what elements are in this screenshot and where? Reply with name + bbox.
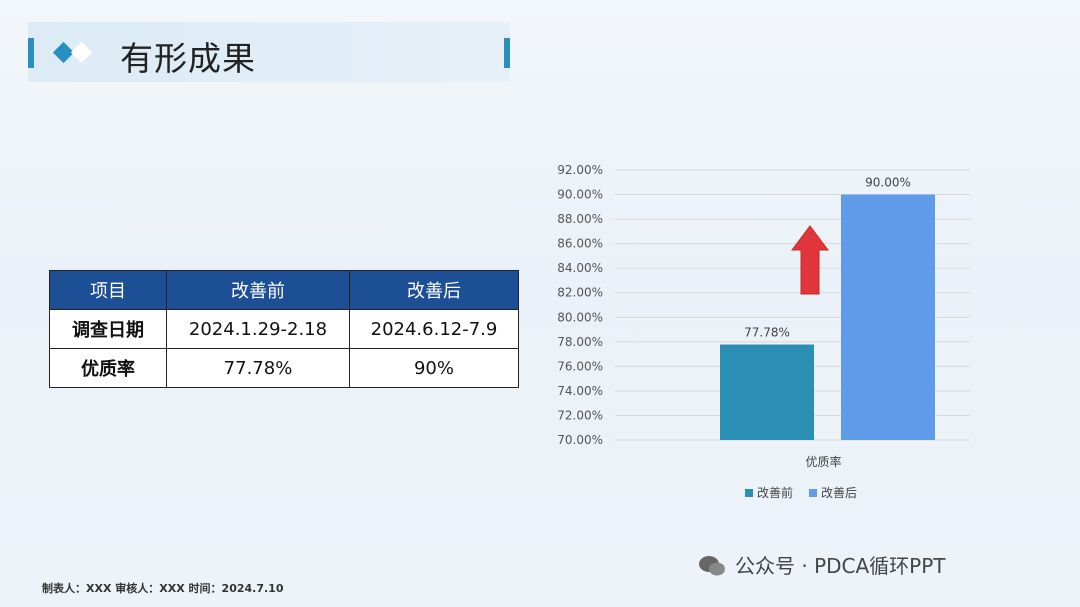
header-cell: 项目 xyxy=(49,270,167,310)
legend-label: 改善后 xyxy=(821,485,857,500)
y-tick-label: 90.00% xyxy=(557,188,603,202)
table-row: 优质率 77.78% 90% xyxy=(49,348,519,388)
legend-swatch xyxy=(809,489,817,497)
title-bar: 有形成果 xyxy=(28,22,510,82)
header-cell: 改善前 xyxy=(166,270,350,310)
footer-text: 制表人：XXX 审核人：XXX 时间：2024.7.10 xyxy=(42,582,284,595)
row-label: 优质率 xyxy=(49,348,167,388)
table-cell: 2024.6.12-7.9 xyxy=(349,309,519,349)
comparison-table: 项目 改善前 改善后 调查日期 2024.1.29-2.18 2024.6.12… xyxy=(49,270,519,388)
legend-label: 改善前 xyxy=(757,485,793,500)
bar-before xyxy=(720,344,814,440)
y-tick-label: 70.00% xyxy=(557,433,603,447)
y-tick-label: 78.00% xyxy=(557,335,603,349)
page-title: 有形成果 xyxy=(120,39,256,78)
y-tick-label: 82.00% xyxy=(557,286,603,300)
data-label: 77.78% xyxy=(744,326,790,340)
table-cell: 77.78% xyxy=(166,348,350,388)
y-tick-label: 80.00% xyxy=(557,310,603,324)
title-edge-left xyxy=(28,38,34,68)
wechat-icon xyxy=(699,556,725,576)
table-cell: 2024.1.29-2.18 xyxy=(166,309,350,349)
legend-swatch xyxy=(745,489,753,497)
bar-chart: 70.00% 72.00% 74.00% 76.00% 78.00% 80.00% 82.0… xyxy=(557,163,970,500)
title-edge-right xyxy=(504,38,510,68)
table-cell: 90% xyxy=(349,348,519,388)
header-cell: 改善后 xyxy=(349,270,519,310)
y-tick-label: 84.00% xyxy=(557,261,603,275)
row-label: 调查日期 xyxy=(49,309,167,349)
data-label: 90.00% xyxy=(865,176,911,190)
y-tick-label: 76.00% xyxy=(557,359,603,373)
table-row: 调查日期 2024.1.29-2.18 2024.6.12-7.9 xyxy=(49,309,519,349)
watermark-text: 公众号 · PDCA循环PPT xyxy=(735,554,946,578)
x-tick-label: 优质率 xyxy=(805,454,841,469)
diamond-icon xyxy=(70,41,93,64)
y-tick-label: 86.00% xyxy=(557,237,603,251)
y-tick-label: 74.00% xyxy=(557,384,603,398)
table-header-row: 项目 改善前 改善后 xyxy=(49,270,519,310)
y-tick-label: 92.00% xyxy=(557,163,603,177)
up-arrow-icon xyxy=(791,225,829,295)
y-tick-label: 88.00% xyxy=(557,212,603,226)
bar-after xyxy=(841,194,935,440)
y-tick-label: 72.00% xyxy=(557,408,603,422)
